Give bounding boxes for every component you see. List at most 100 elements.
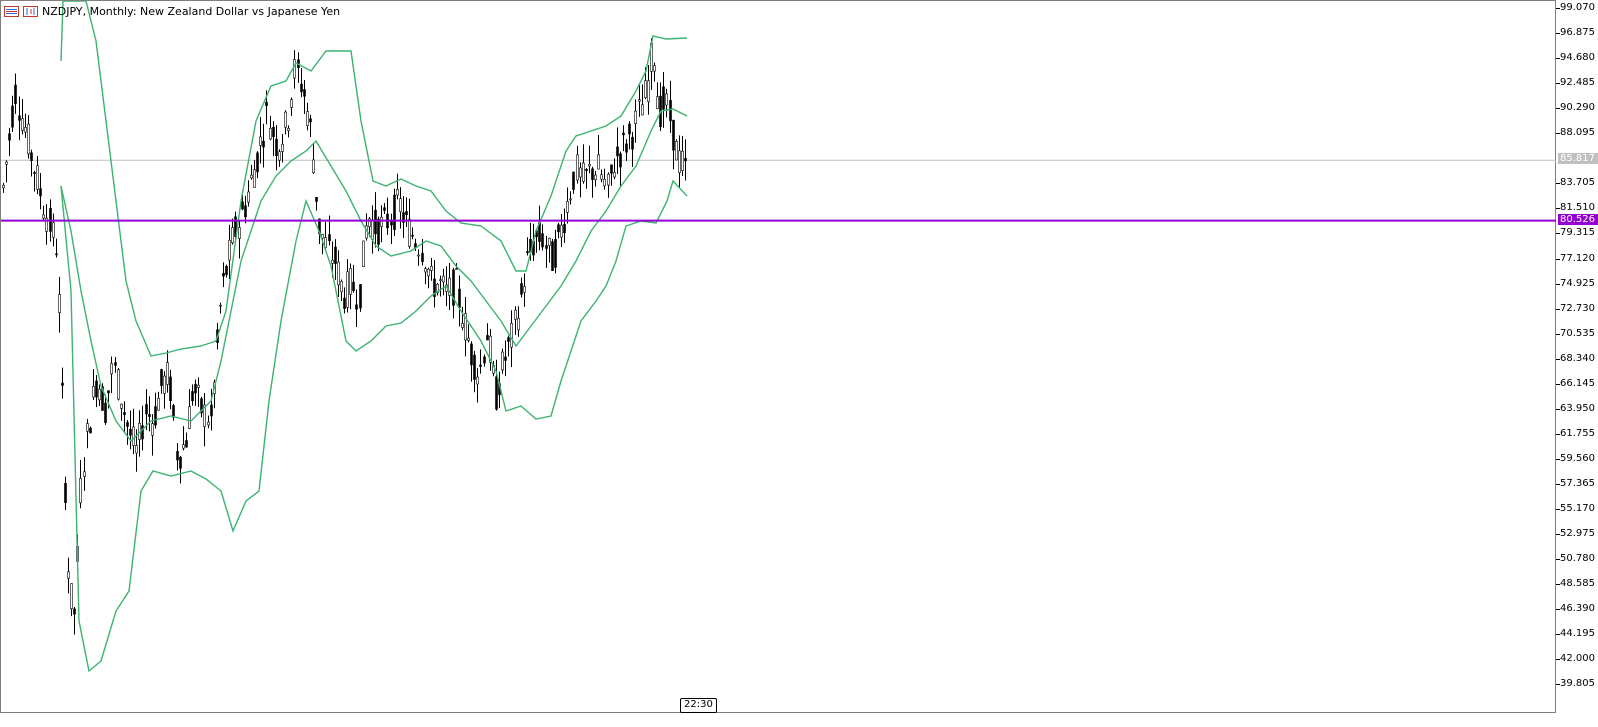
price-tick bbox=[1556, 358, 1560, 360]
candle-body bbox=[126, 422, 129, 427]
price-tick bbox=[1556, 108, 1560, 110]
candle-body bbox=[278, 151, 281, 161]
price-label: 63.950 bbox=[1560, 402, 1595, 414]
candle-body bbox=[610, 164, 613, 174]
candle-body bbox=[70, 583, 73, 610]
candle-body bbox=[14, 84, 17, 105]
price-chart[interactable] bbox=[1, 1, 1557, 714]
candle-body bbox=[5, 161, 8, 165]
candle-body bbox=[526, 251, 529, 254]
price-label: 96.875 bbox=[1560, 27, 1595, 39]
candle-body bbox=[566, 201, 569, 213]
price-tick bbox=[1556, 283, 1560, 285]
candle-body bbox=[306, 111, 309, 127]
candle-body bbox=[504, 356, 507, 361]
candle-body bbox=[520, 283, 523, 295]
time-scale[interactable] bbox=[0, 713, 1598, 727]
candle-body bbox=[399, 198, 402, 213]
candle-body bbox=[141, 425, 144, 440]
candle-body bbox=[324, 237, 327, 248]
price-label: 59.560 bbox=[1560, 452, 1595, 464]
bollinger-upper-band bbox=[60, 1, 688, 357]
price-label: 92.485 bbox=[1560, 77, 1595, 89]
candle-body bbox=[672, 119, 675, 151]
candle-body bbox=[228, 239, 231, 261]
price-tick bbox=[1556, 534, 1560, 536]
candle-body bbox=[681, 150, 684, 171]
price-label: 94.680 bbox=[1560, 52, 1595, 64]
price-tick bbox=[1556, 8, 1560, 9]
candle-body bbox=[293, 59, 296, 79]
candle-body bbox=[439, 279, 442, 281]
price-label: 52.975 bbox=[1560, 528, 1595, 540]
price-tick bbox=[1556, 308, 1560, 310]
candle-body bbox=[368, 218, 371, 228]
price-label: 48.585 bbox=[1560, 578, 1595, 590]
candle-body bbox=[483, 356, 486, 364]
candle-body bbox=[191, 391, 194, 402]
candle-body bbox=[18, 115, 21, 121]
candle-body bbox=[58, 294, 61, 313]
price-tick bbox=[1556, 58, 1560, 60]
candle-body bbox=[613, 172, 616, 178]
candle-body bbox=[582, 162, 585, 182]
candle-body bbox=[603, 178, 606, 187]
candle-body bbox=[408, 218, 411, 247]
price-tick bbox=[1556, 83, 1560, 85]
candle-body bbox=[588, 164, 591, 167]
price-tick bbox=[1556, 233, 1560, 235]
price-label: 90.290 bbox=[1560, 102, 1595, 114]
price-label: 68.340 bbox=[1560, 352, 1595, 364]
candle-body bbox=[607, 173, 610, 186]
candle-body bbox=[424, 268, 427, 273]
candle-body bbox=[256, 152, 259, 173]
price-tick bbox=[1556, 383, 1560, 385]
candle-body bbox=[470, 343, 473, 366]
candle-body bbox=[340, 281, 343, 293]
candle-body bbox=[64, 483, 67, 503]
candle-body bbox=[467, 337, 470, 341]
chart-type-icon[interactable] bbox=[23, 5, 38, 17]
candle-body bbox=[262, 140, 265, 148]
price-scale[interactable] bbox=[1556, 0, 1598, 713]
candle-body bbox=[21, 118, 24, 131]
candle-body bbox=[647, 80, 650, 102]
candle-body bbox=[486, 335, 489, 341]
candle-body bbox=[355, 304, 358, 310]
candle-body bbox=[145, 404, 148, 415]
candle-body bbox=[182, 444, 185, 449]
candle-body bbox=[427, 268, 430, 277]
candle-body bbox=[371, 219, 374, 240]
candle-body bbox=[300, 83, 303, 93]
candle-body bbox=[452, 269, 455, 306]
candle-body bbox=[92, 386, 95, 398]
candle-body bbox=[383, 207, 386, 211]
bid-price-tag: 85.817 bbox=[1558, 153, 1598, 165]
candle-body bbox=[551, 241, 554, 271]
price-tick bbox=[1556, 559, 1560, 561]
candle-body bbox=[200, 398, 203, 414]
candle-body bbox=[656, 96, 659, 109]
candle-body bbox=[349, 268, 352, 295]
candle-body bbox=[576, 154, 579, 181]
price-label: 70.535 bbox=[1560, 327, 1595, 339]
candle-body bbox=[225, 266, 228, 275]
candle-body bbox=[154, 406, 157, 426]
candle-body bbox=[272, 126, 275, 138]
price-label: 44.195 bbox=[1560, 628, 1595, 640]
candle-body bbox=[554, 239, 557, 268]
price-tick bbox=[1556, 584, 1560, 586]
candle-body bbox=[309, 118, 312, 123]
price-tick bbox=[1556, 133, 1560, 135]
chart-plot-area[interactable] bbox=[0, 0, 1557, 714]
candle-body bbox=[135, 445, 138, 454]
candle-body bbox=[625, 143, 628, 153]
candle-body bbox=[210, 404, 213, 417]
candle-body bbox=[303, 89, 306, 97]
candle-body bbox=[207, 421, 210, 426]
candle-body bbox=[458, 288, 461, 308]
candle-body bbox=[73, 608, 76, 615]
candle-body bbox=[619, 153, 622, 168]
trade-panel-icon[interactable] bbox=[4, 5, 19, 17]
